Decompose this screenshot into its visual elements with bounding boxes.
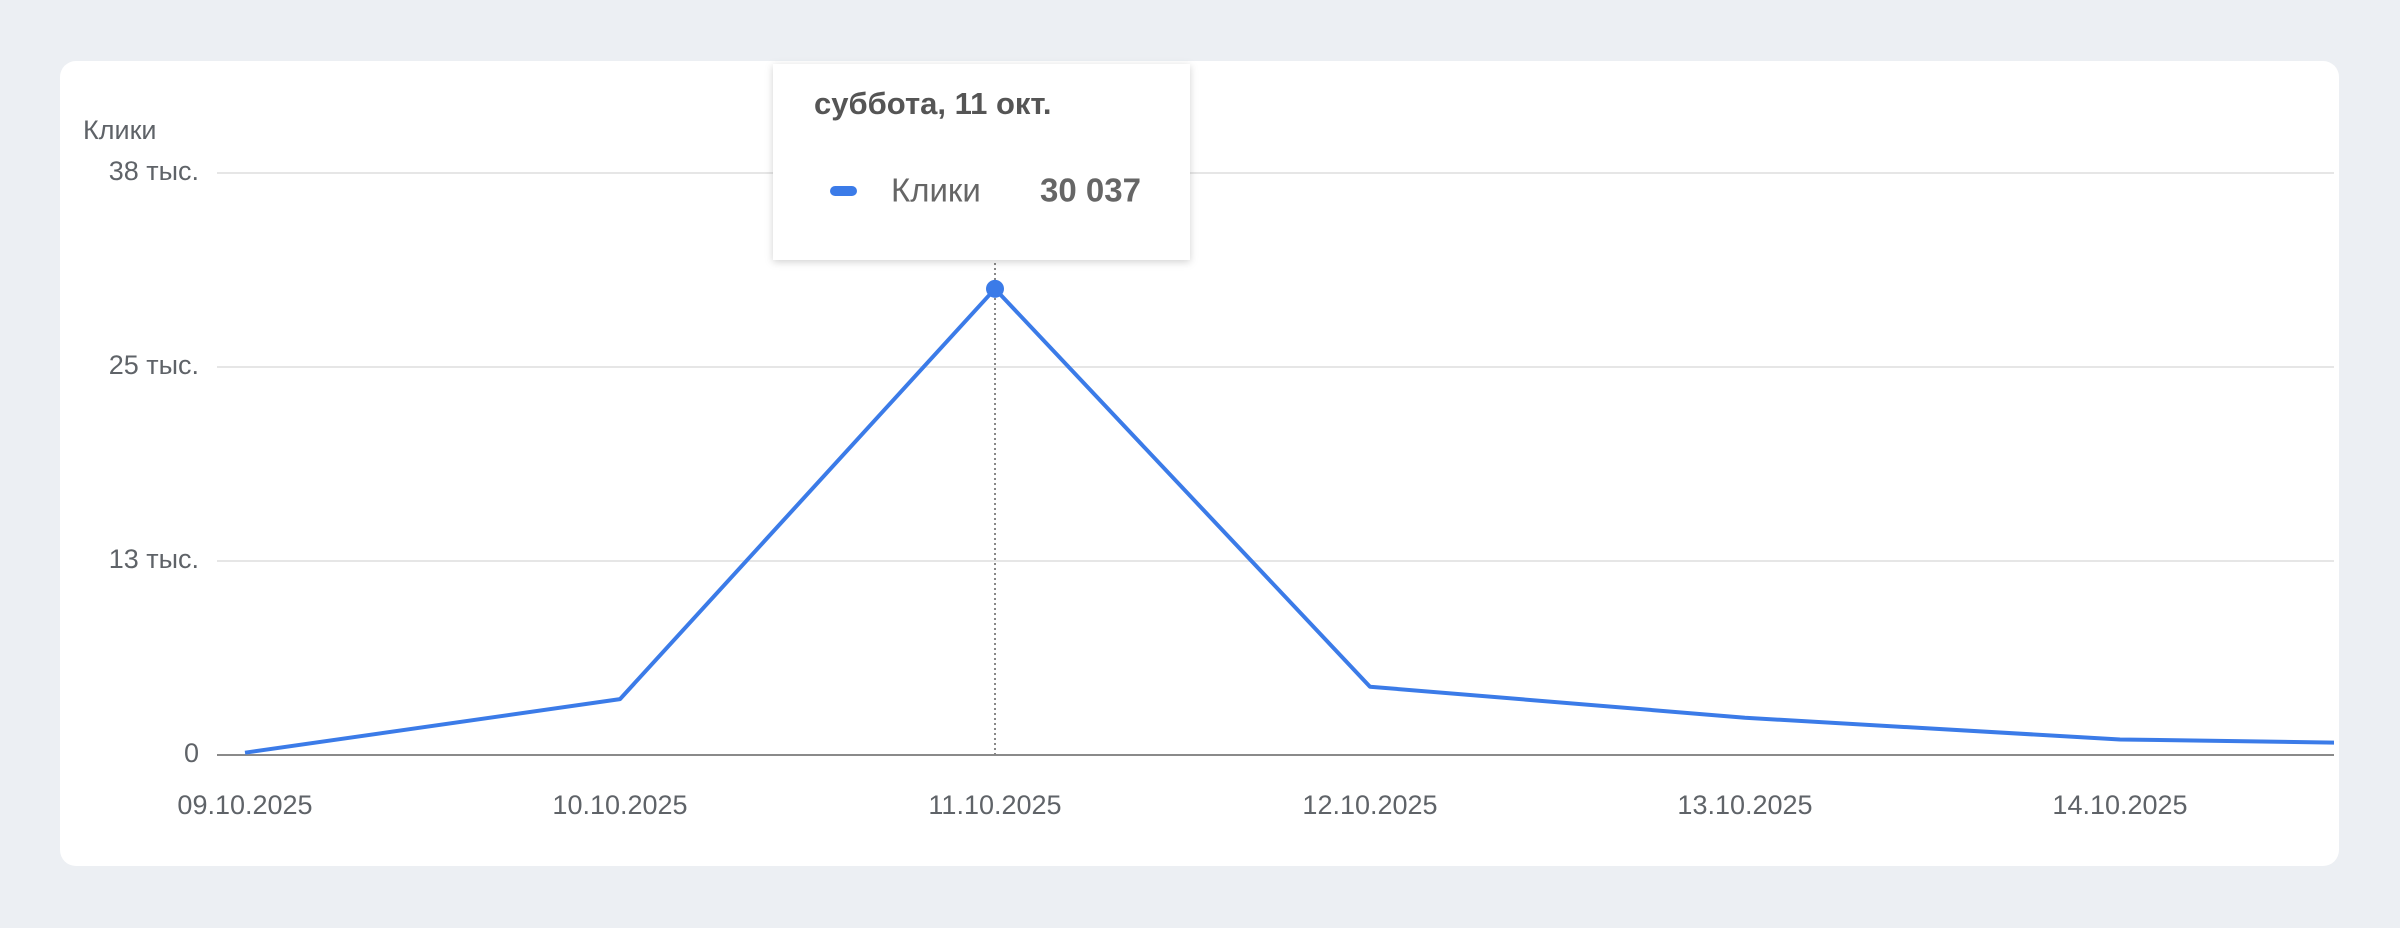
y-axis-title: Клики — [83, 115, 156, 145]
x-tick-label: 10.10.2025 — [552, 790, 687, 820]
tooltip-title: суббота, 11 окт. — [814, 86, 1052, 121]
tooltip — [773, 64, 1190, 260]
x-tick-label: 13.10.2025 — [1677, 790, 1812, 820]
tooltip-legend-key — [830, 186, 857, 196]
tooltip-series-name: Клики — [891, 172, 981, 209]
y-tick-label: 38 тыс. — [109, 156, 199, 186]
x-tick-label: 14.10.2025 — [2052, 790, 2187, 820]
y-tick-label: 25 тыс. — [109, 350, 199, 380]
card — [60, 61, 2339, 866]
y-tick-label: 13 тыс. — [109, 544, 199, 574]
tooltip-value: 30 037 — [1040, 172, 1141, 209]
hover-point — [986, 279, 1004, 298]
x-tick-label: 12.10.2025 — [1302, 790, 1437, 820]
x-tick-label: 11.10.2025 — [928, 790, 1061, 820]
x-tick-label: 09.10.2025 — [177, 790, 312, 820]
y-tick-label: 0 — [184, 738, 199, 768]
line-series — [244, 286, 2334, 755]
